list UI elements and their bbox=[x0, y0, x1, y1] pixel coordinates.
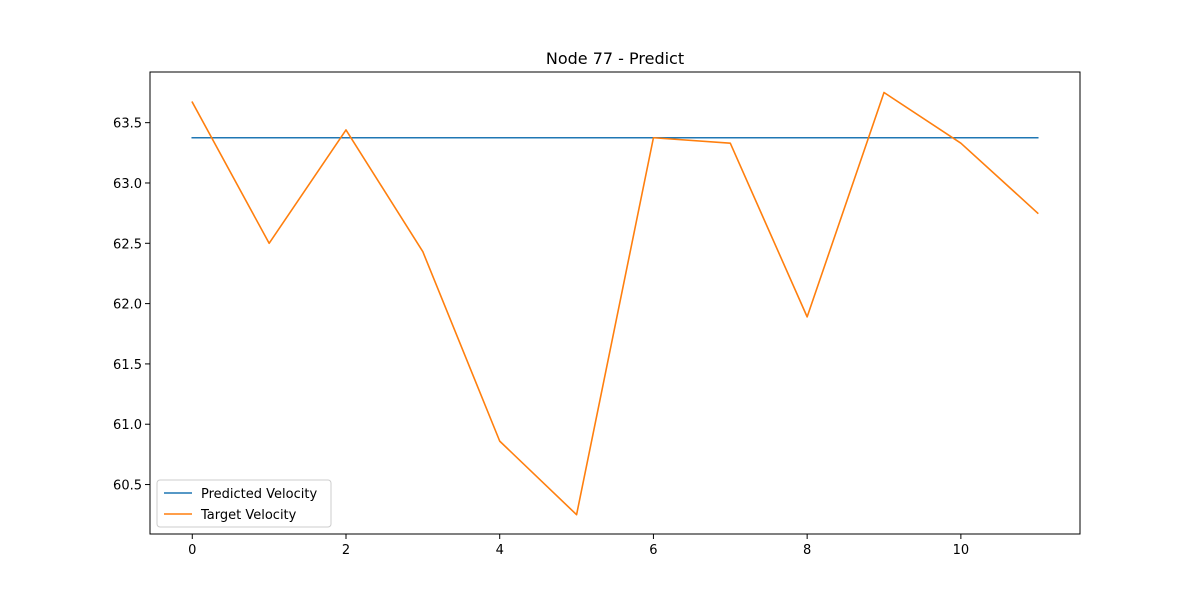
x-tick-label: 4 bbox=[496, 543, 504, 558]
y-tick-label: 61.0 bbox=[113, 418, 142, 433]
y-tick-label: 62.0 bbox=[113, 298, 142, 313]
chart-title: Node 77 - Predict bbox=[546, 49, 684, 68]
x-tick-label: 10 bbox=[953, 543, 970, 558]
legend-label: Predicted Velocity bbox=[201, 487, 317, 502]
x-tick-label: 2 bbox=[342, 543, 350, 558]
y-tick-label: 63.0 bbox=[113, 177, 142, 192]
y-tick-label: 63.5 bbox=[113, 117, 142, 132]
legend: Predicted Velocity Target Velocity bbox=[156, 479, 332, 528]
plot-area: 0 2 4 6 8 10 60.5 61.0 61.5 62.0 62.5 63.0 63.5 bbox=[113, 91, 1039, 558]
y-tick-label: 62.5 bbox=[113, 237, 142, 252]
y-tick-label: 60.5 bbox=[113, 479, 142, 494]
x-tick-label: 0 bbox=[188, 543, 196, 558]
series-line-target bbox=[191, 91, 1039, 516]
x-tick-label: 8 bbox=[803, 543, 811, 558]
legend-box bbox=[156, 479, 332, 528]
legend-label: Target Velocity bbox=[200, 508, 297, 523]
axes-frame bbox=[149, 71, 1081, 535]
x-tick-label: 6 bbox=[649, 543, 657, 558]
y-tick-label: 61.5 bbox=[113, 358, 142, 373]
